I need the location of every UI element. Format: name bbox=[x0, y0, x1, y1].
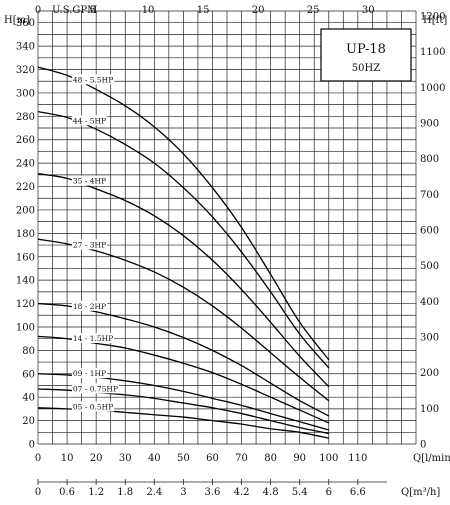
curve-label: 07 - 0.75HP bbox=[73, 384, 118, 393]
x-tick-label-gpm: 0 bbox=[35, 5, 41, 16]
x-tick-label-lmin: 30 bbox=[119, 453, 132, 464]
x-tick-label-gpm: 15 bbox=[197, 5, 210, 16]
curve-label-bg bbox=[71, 175, 108, 186]
x-tick-label-lmin: 60 bbox=[206, 453, 219, 464]
y-tick-label-ft: 200 bbox=[420, 368, 439, 379]
x-tick-label-m3h: 6.6 bbox=[350, 487, 366, 498]
title-box bbox=[320, 28, 412, 82]
y-tick-label-m: 300 bbox=[16, 88, 35, 99]
x-tick-label-lmin: 90 bbox=[293, 453, 306, 464]
x-tick-label-gpm: 20 bbox=[252, 5, 265, 16]
y-tick-label-m: 260 bbox=[16, 135, 35, 146]
y-axis-label-left: H[m] bbox=[4, 15, 30, 26]
y-tick-label-ft: 800 bbox=[420, 154, 439, 165]
x-tick-label-lmin: 20 bbox=[90, 453, 103, 464]
curve-label-bg bbox=[71, 368, 108, 379]
x-axis-label-lmin: Q[l/min] bbox=[413, 453, 450, 464]
x-tick-label-lmin: 100 bbox=[319, 453, 338, 464]
x-tick-label-lmin: 80 bbox=[264, 453, 277, 464]
y-tick-label-m: 200 bbox=[16, 205, 35, 216]
chart-ticks: 0204060801001201401601802002202402602803… bbox=[16, 5, 450, 498]
y-tick-label-ft: 300 bbox=[420, 332, 439, 343]
curve-label-bg bbox=[71, 300, 108, 311]
chart-title: UP-18 bbox=[346, 42, 386, 57]
x-tick-label-gpm: 25 bbox=[307, 5, 320, 16]
curve-label: 05 - 0.5HP bbox=[73, 402, 113, 411]
x-tick-label-m3h: 2.4 bbox=[146, 487, 162, 498]
x-tick-label-lmin: 70 bbox=[235, 453, 248, 464]
y-tick-label-m: 40 bbox=[22, 393, 35, 404]
x-tick-label-m3h: 3 bbox=[180, 487, 186, 498]
y-tick-label-m: 60 bbox=[22, 369, 35, 380]
y-tick-label-m: 360 bbox=[16, 18, 35, 29]
curve-label-bg bbox=[71, 383, 120, 394]
y-tick-label-m: 240 bbox=[16, 159, 35, 170]
x-tick-label-lmin: 50 bbox=[177, 453, 190, 464]
pump-curve-line bbox=[37, 66, 330, 361]
x-tick-label-gpm: 30 bbox=[362, 5, 375, 16]
x-tick-label-lmin: 10 bbox=[61, 453, 74, 464]
curve-label: 14 - 1.5HP bbox=[73, 334, 113, 343]
y-tick-label-m: 320 bbox=[16, 65, 35, 76]
x-axis-label-m3h: Q[m³/h] bbox=[401, 487, 440, 498]
curve-label: 44 - 5HP bbox=[73, 116, 106, 125]
curve-label: 48 - 5.5HP bbox=[73, 75, 113, 84]
y-tick-label-m: 100 bbox=[16, 322, 35, 333]
y-tick-label-ft: 900 bbox=[420, 118, 439, 129]
y-tick-label-m: 220 bbox=[16, 182, 35, 193]
x-tick-label-m3h: 5.4 bbox=[292, 487, 308, 498]
y-tick-label-ft: 1000 bbox=[420, 83, 445, 94]
pump-curve-line bbox=[37, 111, 330, 369]
x-tick-label-m3h: 1.2 bbox=[88, 487, 104, 498]
y-tick-label-ft: 1200 bbox=[420, 11, 445, 22]
curve-label: 27 - 3HP bbox=[73, 240, 106, 249]
y-tick-label-m: 280 bbox=[16, 112, 35, 123]
curve-label-bg bbox=[71, 401, 115, 412]
curve-label-bg bbox=[71, 115, 108, 126]
curve-label-bg bbox=[71, 239, 108, 250]
y-tick-label-ft: 700 bbox=[420, 190, 439, 201]
y-axis-label-right: H[ft] bbox=[423, 15, 447, 26]
x-tick-label-m3h: 3.6 bbox=[205, 487, 221, 498]
y-tick-label-m: 80 bbox=[22, 346, 35, 357]
y-tick-label-ft: 600 bbox=[420, 225, 439, 236]
x-tick-label-m3h: 4.2 bbox=[234, 487, 250, 498]
y-tick-label-m: 140 bbox=[16, 276, 35, 287]
x-tick-label-lmin: 40 bbox=[148, 453, 161, 464]
curve-label-bg bbox=[71, 74, 115, 85]
x-tick-label-lmin: 110 bbox=[348, 453, 367, 464]
curve-label: 18 - 2HP bbox=[73, 302, 106, 311]
y-tick-label-ft: 1100 bbox=[420, 47, 445, 58]
y-tick-label-m: 160 bbox=[16, 252, 35, 263]
y-tick-label-m: 0 bbox=[29, 440, 35, 451]
curve-label-bg bbox=[71, 333, 115, 344]
x-tick-label-m3h: 1.8 bbox=[117, 487, 133, 498]
y-tick-label-ft: 500 bbox=[420, 261, 439, 272]
x-axis-label-top: U.S.GPM bbox=[52, 5, 97, 16]
y-tick-label-m: 340 bbox=[16, 42, 35, 53]
chart-curve-labels: 48 - 5.5HP 44 - 5HP 35 - 4HP 27 - 3HP 18 - 2… bbox=[71, 74, 120, 412]
curve-label: 35 - 4HP bbox=[73, 177, 106, 186]
x-tick-label-m3h: 4.8 bbox=[263, 487, 279, 498]
y-tick-label-ft: 0 bbox=[420, 440, 426, 451]
x-tick-label-m3h: 0 bbox=[35, 487, 41, 498]
curve-label: 09 - 1HP bbox=[73, 369, 106, 378]
x-tick-label-m3h: 6 bbox=[326, 487, 332, 498]
x-tick-label-gpm: 5 bbox=[90, 5, 96, 16]
x-tick-label-lmin: 0 bbox=[35, 453, 41, 464]
y-tick-label-m: 20 bbox=[22, 416, 35, 427]
y-tick-label-m: 180 bbox=[16, 229, 35, 240]
x-tick-label-m3h: 0.6 bbox=[59, 487, 75, 498]
y-tick-label-ft: 100 bbox=[420, 404, 439, 415]
y-tick-label-m: 120 bbox=[16, 299, 35, 310]
chart-subtitle: 50HZ bbox=[352, 63, 380, 74]
y-tick-label-ft: 400 bbox=[420, 297, 439, 308]
x-tick-label-gpm: 10 bbox=[142, 5, 155, 16]
